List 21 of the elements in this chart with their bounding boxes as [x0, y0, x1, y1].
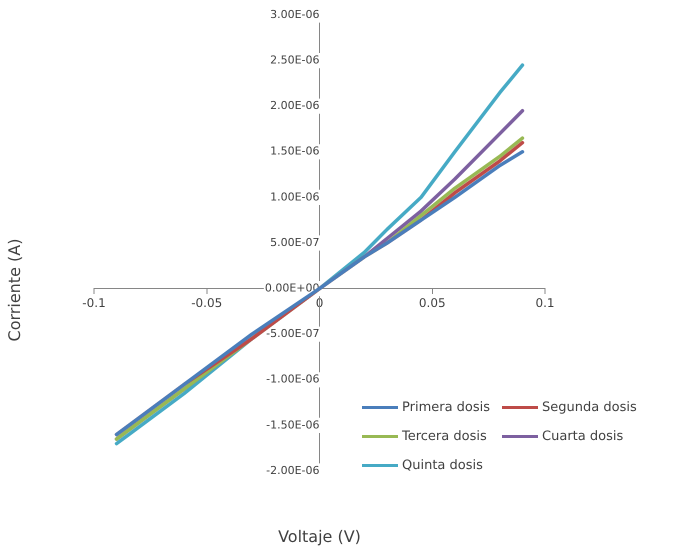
y-tick-label: -5.00E-07	[266, 327, 320, 340]
y-tick-label: 1.50E-06	[270, 144, 320, 158]
y-tick-label: -2.00E-06	[266, 464, 320, 477]
y-tick-label: 3.00E-06	[270, 8, 320, 21]
y-tick-label: 5.00E-07	[270, 236, 320, 249]
x-tick-label: -0.05	[191, 296, 222, 310]
y-tick-label: 2.00E-06	[270, 99, 320, 112]
y-tick-label: -1.50E-06	[266, 418, 320, 432]
x-tick-label: -0.1	[82, 296, 106, 310]
x-axis-title: Voltaje (V)	[278, 527, 361, 546]
y-tick-label: -1.00E-06	[266, 372, 320, 386]
x-tick-label: 0.1	[535, 296, 555, 310]
legend-label: Cuarta dosis	[542, 429, 624, 444]
y-tick-label: 1.00E-06	[270, 190, 320, 204]
legend-label: Tercera dosis	[402, 429, 487, 444]
legend-label: Segunda dosis	[542, 400, 637, 415]
legend-label: Quinta dosis	[402, 458, 483, 473]
legend-label: Primera dosis	[402, 400, 490, 415]
y-tick-label: 2.50E-06	[270, 53, 320, 66]
x-tick-label: 0.05	[418, 296, 446, 310]
y-axis-title: Corriente (A)	[5, 238, 24, 342]
